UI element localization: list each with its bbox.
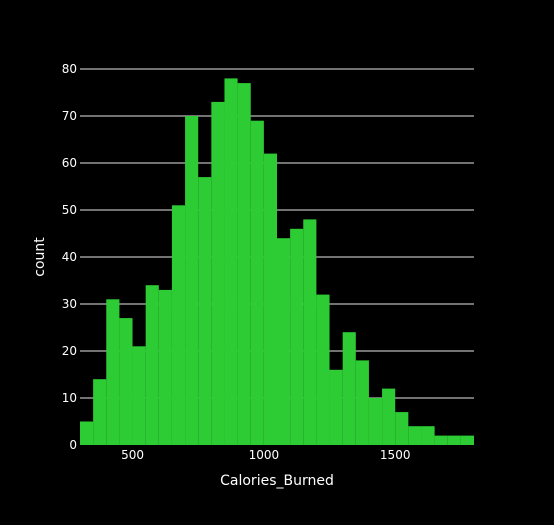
x-tick-label: 1000 xyxy=(249,448,280,462)
histogram-bar xyxy=(185,116,199,445)
y-axis-ticks: 0 10 20 30 40 50 60 70 80 xyxy=(62,62,77,452)
y-tick-label: 0 xyxy=(69,438,77,452)
histogram-bar xyxy=(237,83,251,445)
histogram-bar xyxy=(250,120,264,445)
histogram-bar xyxy=(395,412,409,445)
x-axis-title: Calories_Burned xyxy=(220,473,334,489)
histogram-bar xyxy=(106,299,120,445)
histogram-bar xyxy=(119,318,133,445)
histogram-bar xyxy=(460,435,474,445)
histogram-bar xyxy=(316,294,330,445)
y-axis-title: count xyxy=(32,237,48,277)
x-tick-label: 500 xyxy=(121,448,144,462)
histogram-bar xyxy=(303,219,317,445)
histogram-bar xyxy=(171,205,186,445)
histogram-bar xyxy=(93,379,107,445)
histogram-bar xyxy=(211,101,225,446)
y-tick-label: 30 xyxy=(62,297,77,311)
histogram-bar xyxy=(277,238,291,445)
histogram-bar xyxy=(290,228,304,445)
histogram-bar xyxy=(355,360,369,445)
y-tick-label: 10 xyxy=(62,391,77,405)
y-tick-label: 80 xyxy=(62,62,77,76)
histogram-bar xyxy=(434,435,448,445)
histogram-bar xyxy=(158,289,172,445)
histogram-bar xyxy=(329,369,343,445)
histogram-bar xyxy=(368,398,383,445)
histogram-bar xyxy=(263,153,277,445)
histogram-bar xyxy=(421,426,435,445)
y-tick-label: 50 xyxy=(62,203,77,217)
histogram-bar xyxy=(80,421,94,445)
x-tick-label: 1500 xyxy=(380,448,411,462)
histogram-bar xyxy=(447,435,461,445)
histogram-bar xyxy=(198,177,212,445)
x-axis-ticks: 500 1000 1500 xyxy=(121,448,410,462)
histogram-bar xyxy=(145,285,159,445)
y-tick-label: 70 xyxy=(62,109,77,123)
histogram-bar xyxy=(408,426,422,445)
histogram-bars xyxy=(80,78,474,446)
y-tick-label: 60 xyxy=(62,156,77,170)
histogram-bar xyxy=(382,388,396,445)
histogram-bar xyxy=(342,332,356,445)
histogram-bar xyxy=(132,346,146,445)
histogram-bar xyxy=(224,78,238,446)
y-tick-label: 20 xyxy=(62,344,77,358)
y-tick-label: 40 xyxy=(62,250,77,264)
